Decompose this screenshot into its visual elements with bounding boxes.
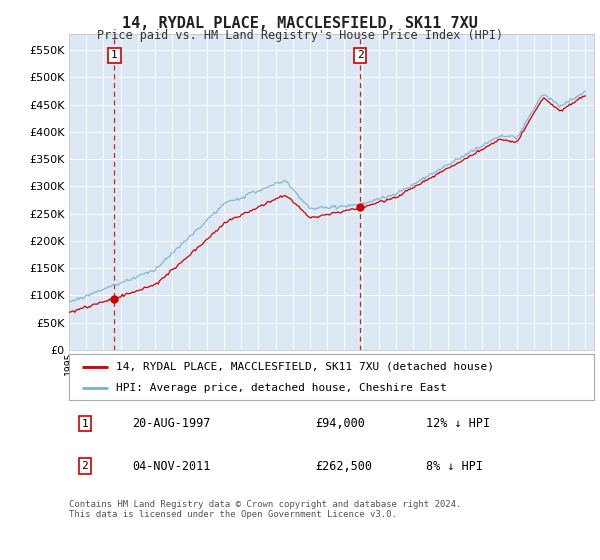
Text: HPI: Average price, detached house, Cheshire East: HPI: Average price, detached house, Ches… bbox=[116, 383, 447, 393]
Text: 8% ↓ HPI: 8% ↓ HPI bbox=[426, 460, 483, 473]
Text: 2: 2 bbox=[82, 461, 88, 471]
Text: Contains HM Land Registry data © Crown copyright and database right 2024.
This d: Contains HM Land Registry data © Crown c… bbox=[69, 500, 461, 519]
Text: 04-NOV-2011: 04-NOV-2011 bbox=[132, 460, 211, 473]
Text: 2: 2 bbox=[357, 50, 364, 60]
Text: 1: 1 bbox=[111, 50, 118, 60]
Text: £262,500: £262,500 bbox=[316, 460, 373, 473]
Text: 14, RYDAL PLACE, MACCLESFIELD, SK11 7XU (detached house): 14, RYDAL PLACE, MACCLESFIELD, SK11 7XU … bbox=[116, 362, 494, 372]
Text: 14, RYDAL PLACE, MACCLESFIELD, SK11 7XU: 14, RYDAL PLACE, MACCLESFIELD, SK11 7XU bbox=[122, 16, 478, 31]
Text: £94,000: £94,000 bbox=[316, 417, 365, 430]
Text: 20-AUG-1997: 20-AUG-1997 bbox=[132, 417, 211, 430]
Text: 1: 1 bbox=[82, 418, 88, 428]
Text: Price paid vs. HM Land Registry's House Price Index (HPI): Price paid vs. HM Land Registry's House … bbox=[97, 29, 503, 42]
Text: 12% ↓ HPI: 12% ↓ HPI bbox=[426, 417, 490, 430]
